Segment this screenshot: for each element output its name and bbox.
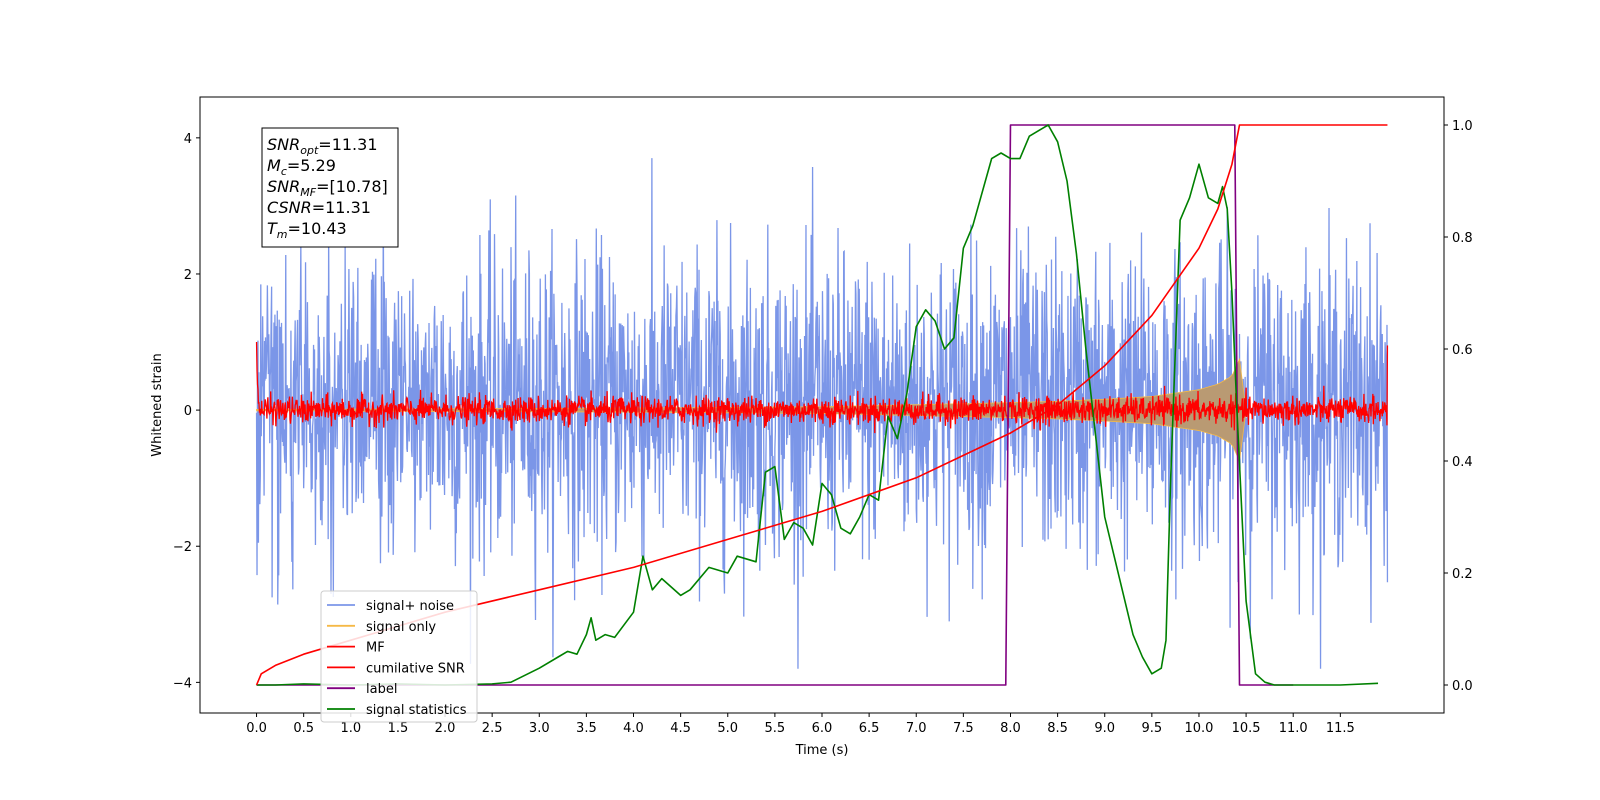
x-tick-label: 11.5 xyxy=(1326,721,1355,736)
x-tick-label: 10.0 xyxy=(1184,721,1213,736)
legend-label: signal only xyxy=(366,620,436,635)
x-tick-label: 6.0 xyxy=(812,721,833,736)
x-tick-label: 5.5 xyxy=(765,721,786,736)
legend-label: MF xyxy=(366,641,385,656)
y-tick-label: −4 xyxy=(173,676,192,691)
x-tick-label: 2.5 xyxy=(482,721,503,736)
series-signal-statistics xyxy=(256,124,1379,686)
annotation-subscript: MF xyxy=(300,186,316,199)
x-tick-label: 3.5 xyxy=(576,721,597,736)
x-axis-label: Time (s) xyxy=(795,743,849,758)
legend-label: cumilative SNR xyxy=(366,661,465,676)
x-tick-label: 0.0 xyxy=(246,721,267,736)
annotation-frame xyxy=(261,127,399,248)
x-tick-label: 5.0 xyxy=(717,721,738,736)
x-tick-label: 8.5 xyxy=(1047,721,1068,736)
y-right-tick-label: 0.8 xyxy=(1452,231,1473,246)
x-tick-label: 2.0 xyxy=(435,721,456,736)
x-tick-label: 9.5 xyxy=(1142,721,1163,736)
y-tick-label: −2 xyxy=(173,540,192,555)
annotation-symbol: T xyxy=(267,219,278,238)
annotation-line: SNRMF=[10.78] xyxy=(267,177,388,199)
legend-label: signal+ noise xyxy=(366,599,454,614)
x-axis: 0.0 0.5 1.0 1.5 2.0 2.5 3.0 3.5 4.0 4.5 5.0 5.5 6.0 6… xyxy=(246,713,1355,736)
annotation-symbol: SNR xyxy=(267,177,300,196)
x-tick-label: 7.0 xyxy=(906,721,927,736)
x-tick-label: 0.5 xyxy=(293,721,314,736)
annotation-line: CSNR=11.31 xyxy=(267,198,371,217)
legend: signal+ noise signal only MF cumilative SNR… xyxy=(320,590,478,723)
legend-label: signal statistics xyxy=(366,703,467,718)
annotation-line: Mc=5.29 xyxy=(267,156,336,178)
x-tick-label: 11.0 xyxy=(1279,721,1308,736)
x-tick-label: 4.0 xyxy=(623,721,644,736)
y-tick-label: 4 xyxy=(184,132,192,147)
legend-label: label xyxy=(366,682,397,697)
annotation-value: =[10.78] xyxy=(316,177,388,196)
series-label xyxy=(256,124,1294,686)
annotation-box: SNRopt=11.31Mc=5.29SNRMF=[10.78]CSNR=11.… xyxy=(261,127,399,248)
y-axis-label: Whitened strain xyxy=(150,353,165,456)
annotation-subscript: c xyxy=(281,165,287,178)
x-tick-label: 9.0 xyxy=(1094,721,1115,736)
y-right-tick-label: 0.2 xyxy=(1452,567,1473,582)
x-tick-label: 10.5 xyxy=(1232,721,1261,736)
x-tick-label: 8.0 xyxy=(1000,721,1021,736)
x-tick-label: 7.5 xyxy=(953,721,974,736)
annotation-value: =5.29 xyxy=(287,156,336,175)
x-tick-label: 1.0 xyxy=(340,721,361,736)
series-mf xyxy=(255,342,1389,434)
annotation-symbol: CSNR xyxy=(267,198,312,217)
annotation-symbol: SNR xyxy=(267,135,300,154)
legend-frame xyxy=(320,590,478,723)
y-tick-label: 2 xyxy=(184,268,192,283)
series-signal-noise xyxy=(255,158,1389,669)
annotation-value: =11.31 xyxy=(318,135,377,154)
y-axis-left: −4 −2 0 2 4 xyxy=(173,132,200,691)
annotation-value: =10.43 xyxy=(288,219,347,238)
annotation-value: =11.31 xyxy=(312,198,371,217)
annotation-subscript: opt xyxy=(300,144,319,157)
annotation-subscript: m xyxy=(277,228,288,241)
y-right-tick-label: 0.4 xyxy=(1452,455,1473,470)
y-right-tick-label: 1.0 xyxy=(1452,119,1473,134)
y-axis-right: 0.0 0.2 0.4 0.6 0.8 1.0 xyxy=(1444,119,1473,694)
x-tick-label: 6.5 xyxy=(859,721,880,736)
annotation-line: Tm=10.43 xyxy=(267,219,347,241)
annotation-line: SNRopt=11.31 xyxy=(267,135,378,157)
y-right-tick-label: 0.0 xyxy=(1452,679,1473,694)
annotation-symbol: M xyxy=(267,156,281,175)
x-tick-label: 1.5 xyxy=(388,721,409,736)
x-tick-label: 3.0 xyxy=(529,721,550,736)
y-tick-label: 0 xyxy=(184,404,192,419)
y-right-tick-label: 0.6 xyxy=(1452,343,1473,358)
x-tick-label: 4.5 xyxy=(670,721,691,736)
